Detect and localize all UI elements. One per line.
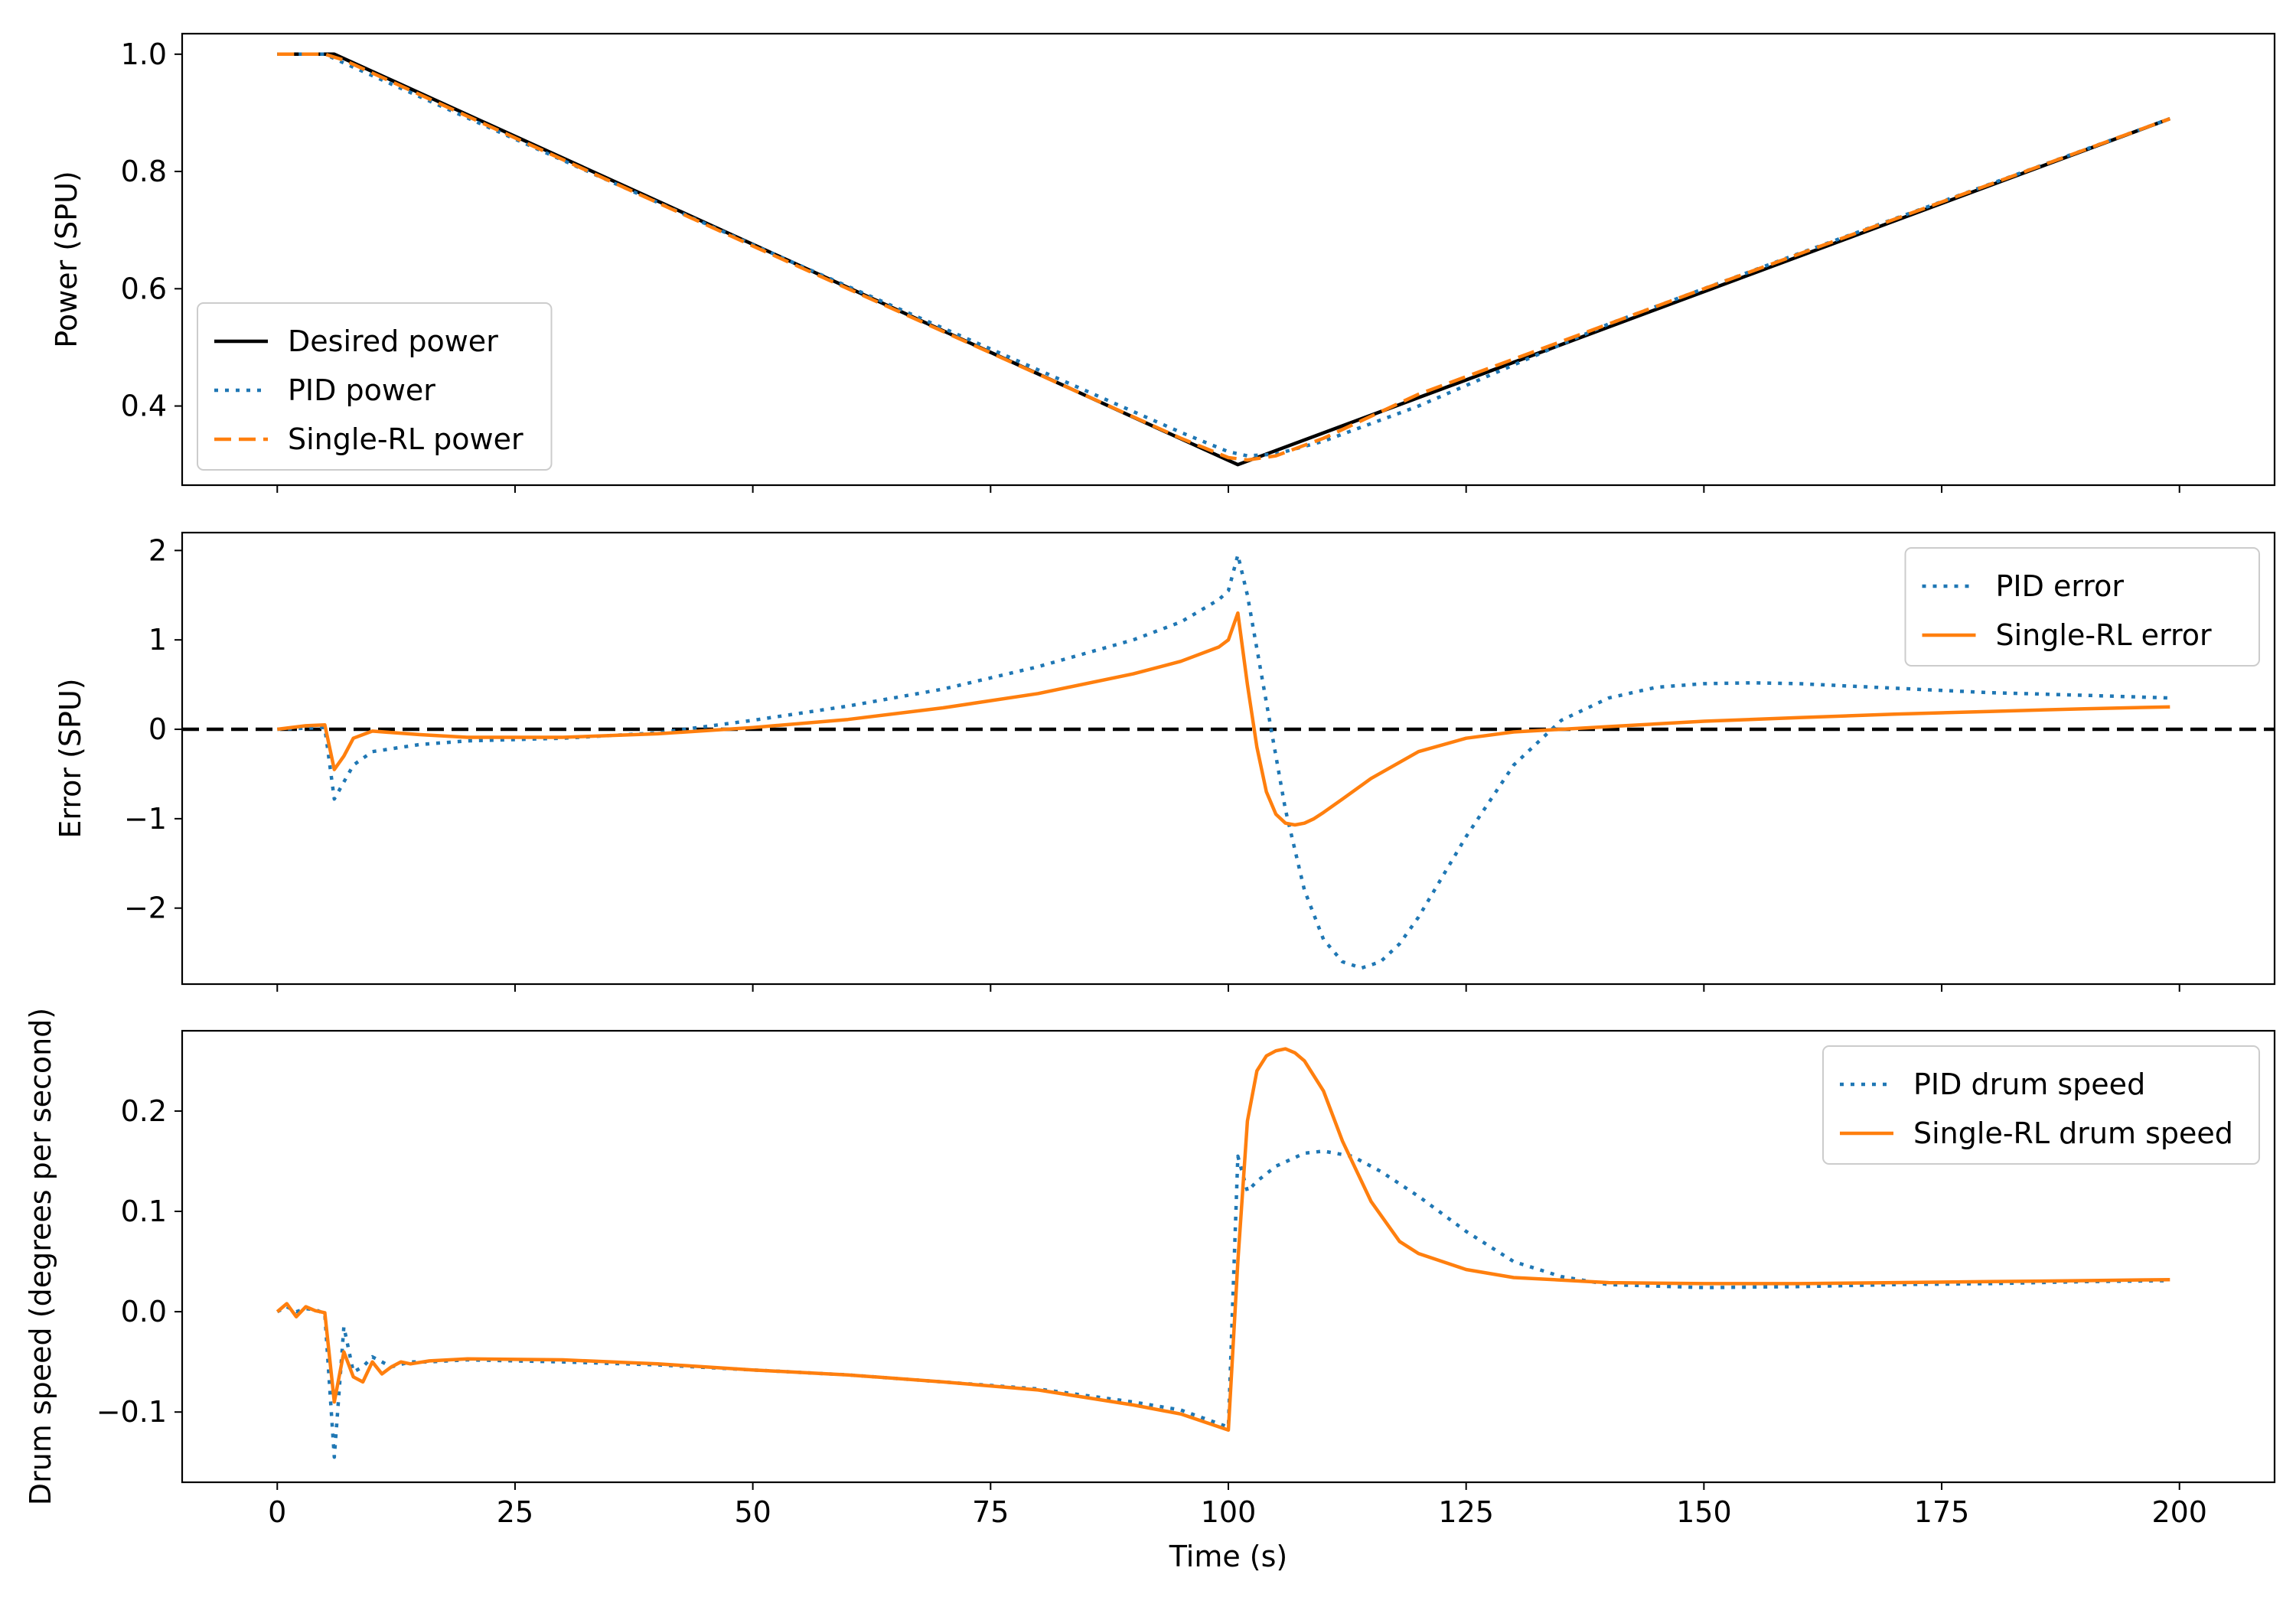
- y-axis-label: Drum speed (degrees per second): [24, 1008, 57, 1505]
- y-tick-label: 1: [148, 623, 167, 657]
- y-tick-label: 0: [148, 712, 167, 746]
- legend-label: Desired power: [288, 324, 498, 358]
- series-line-pid-error: [277, 553, 2170, 970]
- legend: PID error Single-RL error: [1904, 547, 2260, 667]
- y-tick-label: 0.4: [121, 390, 167, 423]
- legend: Desired power PID power Single-RL power: [197, 302, 553, 471]
- legend-label: PID power: [288, 373, 435, 407]
- legend: PID drum speed Single-RL drum speed: [1822, 1045, 2260, 1165]
- x-tick-label: 200: [2151, 1495, 2207, 1529]
- subplot-2: −2 −1 0 1 2 Error (SPU) PID error Single-RL err…: [54, 531, 2276, 992]
- legend-label: Single-RL error: [1996, 618, 2213, 652]
- legend-label: PID error: [1996, 569, 2125, 603]
- legend-box: [1822, 1045, 2260, 1165]
- x-axis-label: Time (s): [1169, 1540, 1288, 1573]
- series-line-single-rl-error: [277, 611, 2170, 827]
- legend-box: [1904, 547, 2260, 667]
- y-tick-label: 1.0: [121, 37, 167, 71]
- y-axis-label: Error (SPU): [54, 678, 87, 838]
- data-area: [277, 553, 2170, 970]
- y-tick-label: 0.8: [121, 155, 167, 188]
- data-area: [276, 1047, 2170, 1459]
- legend-box: [197, 302, 553, 471]
- subplot-3: 0 25 50 75 100 125 150 175 200 −0.1 0.0 0.1 0.2 Drum …: [24, 1008, 2276, 1573]
- y-tick-label: −0.1: [96, 1395, 167, 1429]
- y-tick-label: −1: [124, 802, 167, 836]
- x-tick-label: 0: [268, 1495, 286, 1529]
- data-area: [277, 52, 2171, 467]
- series-line-single-rl-drum-speed: [276, 1047, 2170, 1433]
- x-tick-label: 50: [734, 1495, 771, 1529]
- legend-label: PID drum speed: [1913, 1068, 2145, 1101]
- series-line-pid-power: [277, 52, 2171, 458]
- x-tick-label: 25: [497, 1495, 533, 1529]
- x-tick-label: 75: [972, 1495, 1009, 1529]
- y-tick-label: 0.0: [121, 1295, 167, 1328]
- legend-label: Single-RL drum speed: [1913, 1116, 2233, 1150]
- series-line-single-rl-power: [277, 52, 2171, 462]
- series-line-pid-drum-speed: [276, 1149, 2170, 1459]
- y-tick-label: −2: [124, 892, 167, 925]
- x-tick-label: 100: [1201, 1495, 1257, 1529]
- y-axis-label: Power (SPU): [50, 171, 83, 347]
- y-tick-label: 0.1: [121, 1195, 167, 1228]
- x-tick-label: 150: [1676, 1495, 1732, 1529]
- subplot-1: 0.4 0.6 0.8 1.0 Power (SPU) Desired power PID …: [50, 32, 2276, 493]
- y-tick-label: 0.6: [121, 272, 167, 305]
- series-line-desired-power: [277, 52, 2171, 467]
- y-tick-label: 2: [148, 533, 167, 567]
- legend-label: Single-RL power: [288, 422, 523, 456]
- x-tick-label: 125: [1438, 1495, 1494, 1529]
- y-tick-label: 0.2: [121, 1094, 167, 1128]
- x-tick-label: 175: [1914, 1495, 1970, 1529]
